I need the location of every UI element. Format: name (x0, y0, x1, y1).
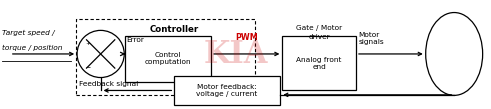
Text: Motor
signals: Motor signals (358, 32, 384, 45)
Text: Error: Error (127, 37, 144, 43)
Text: Motor feedback:
voltage / current: Motor feedback: voltage / current (196, 84, 258, 97)
Text: Controller: Controller (150, 25, 199, 34)
Text: Analog front
end: Analog front end (297, 57, 342, 70)
Bar (282, 36, 356, 90)
Text: PWM: PWM (235, 33, 258, 42)
Text: −: − (85, 64, 90, 69)
Text: Control
computation: Control computation (145, 52, 191, 65)
Text: BLDC
motor: BLDC motor (443, 47, 465, 60)
Text: Gate / Motor: Gate / Motor (296, 25, 342, 31)
Ellipse shape (77, 30, 124, 77)
Text: Feedback signal: Feedback signal (79, 81, 138, 87)
Text: Target speed /: Target speed / (2, 30, 55, 36)
Text: driver: driver (308, 34, 330, 40)
Bar (125, 36, 211, 82)
Bar (174, 76, 280, 105)
Bar (76, 19, 255, 95)
Text: KIA: KIA (203, 39, 268, 70)
Ellipse shape (426, 13, 483, 95)
Text: torque / position: torque / position (2, 45, 63, 51)
Text: +: + (85, 41, 90, 46)
